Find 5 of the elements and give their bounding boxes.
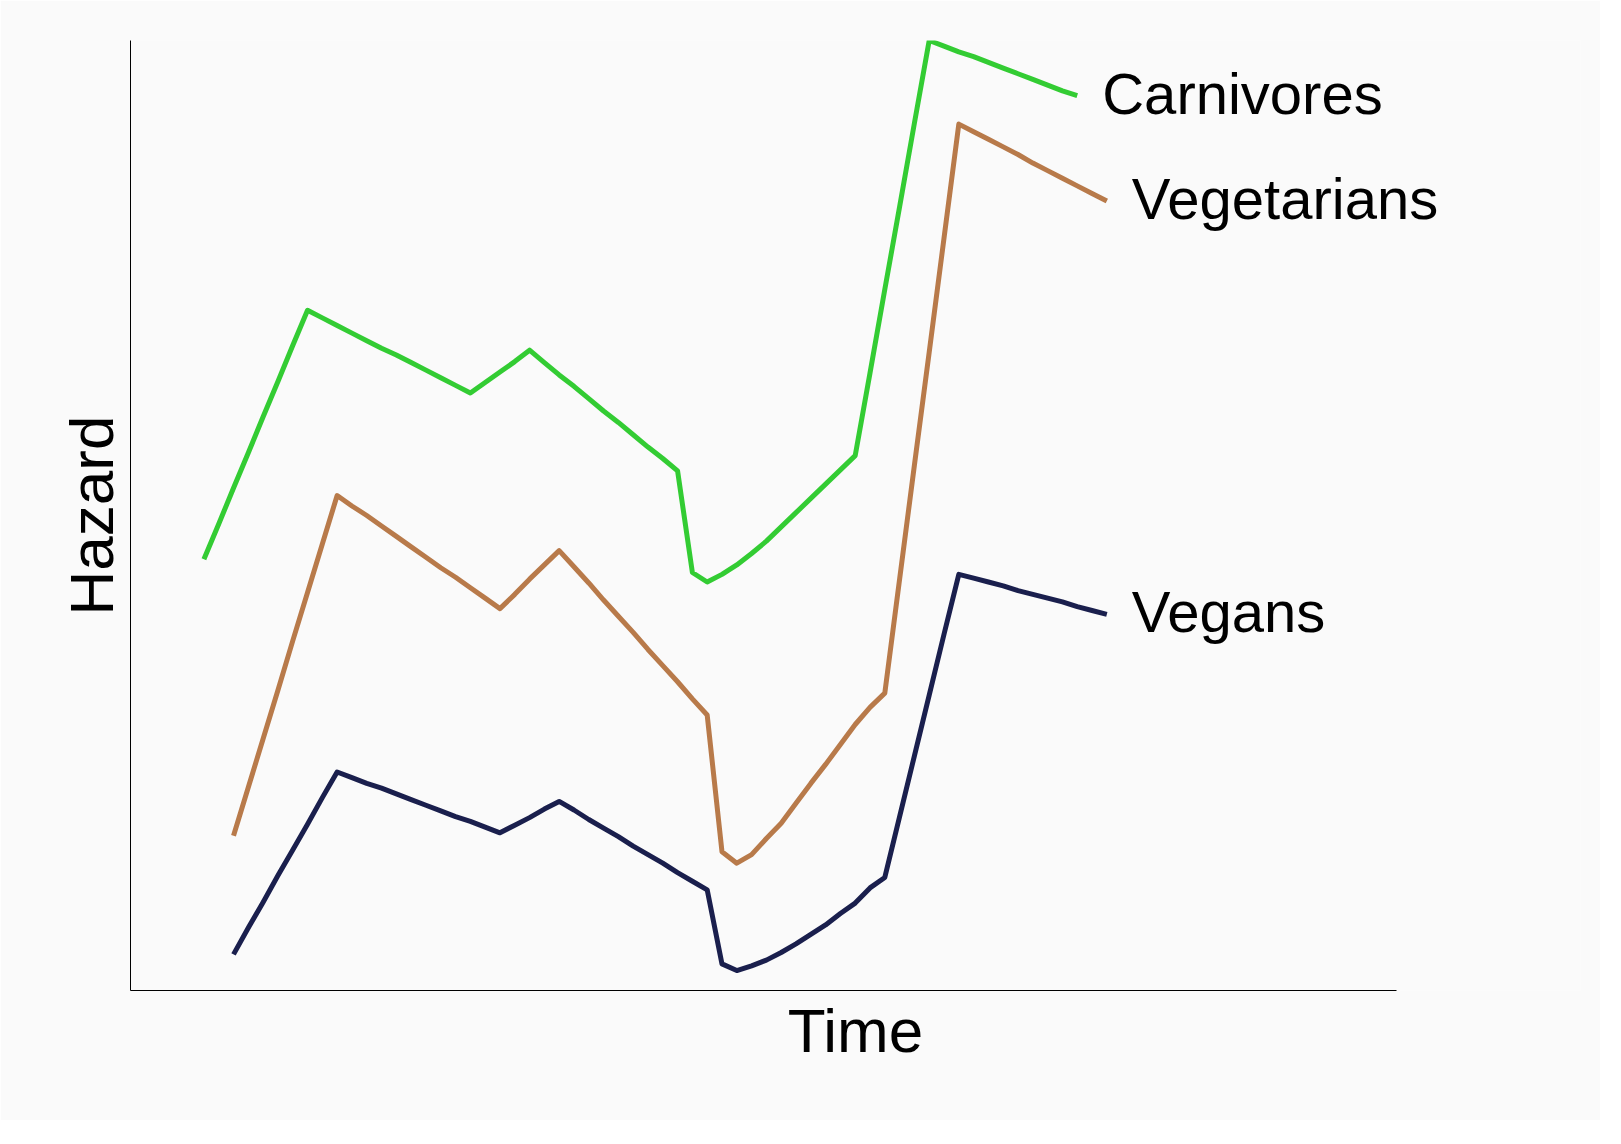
x-axis-title: Time	[787, 995, 924, 1065]
y-axis-title: Hazard	[56, 415, 126, 616]
series-label: Vegans	[1131, 579, 1326, 645]
series-label: Vegetarians	[1131, 166, 1439, 232]
series-label: Carnivores	[1102, 60, 1383, 126]
